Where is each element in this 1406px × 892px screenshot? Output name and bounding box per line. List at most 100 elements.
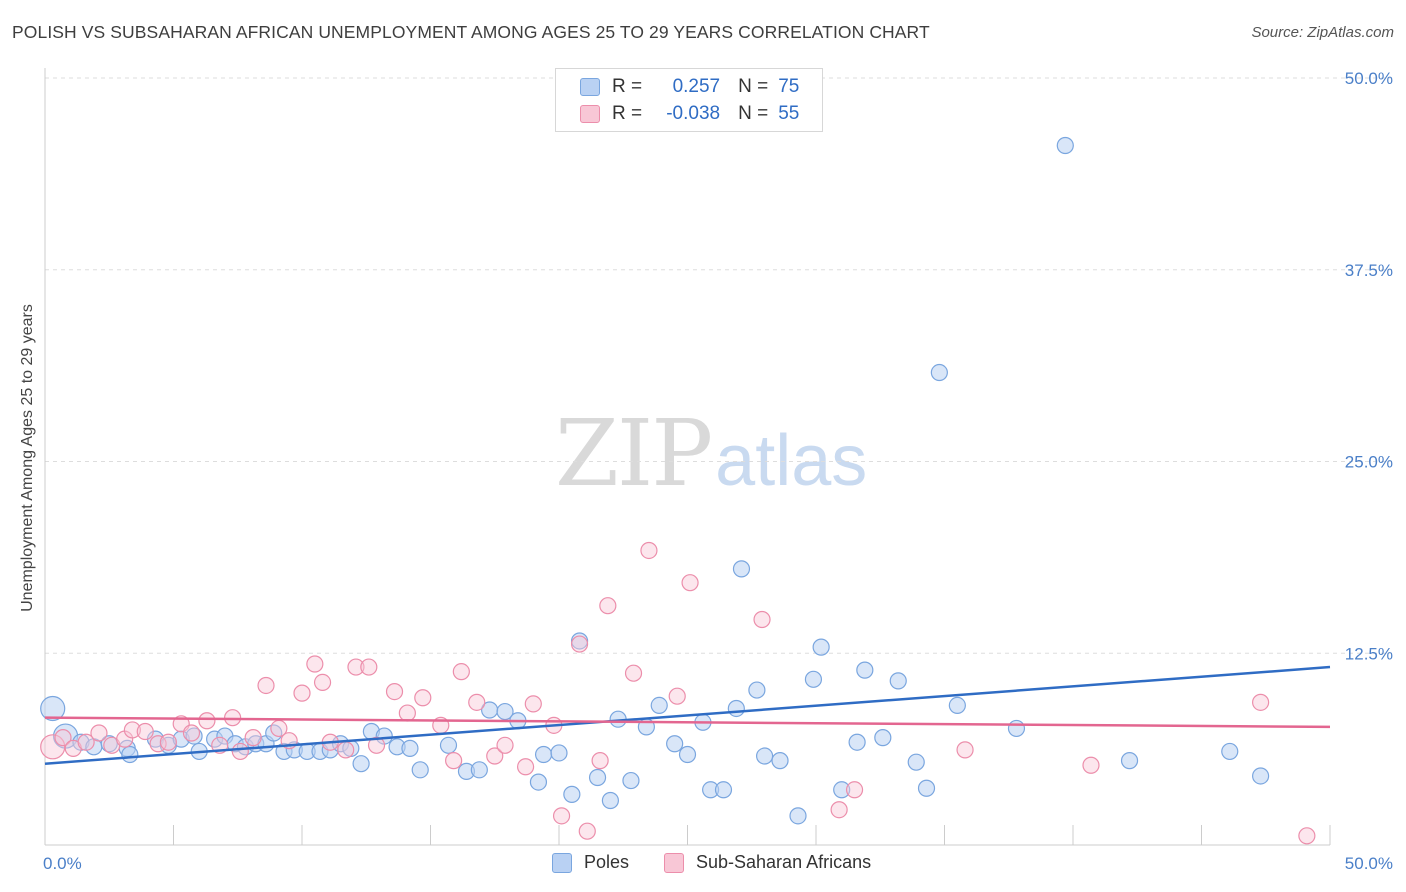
series-legend: Poles Sub-Saharan Africans [0,852,1406,876]
watermark-zip: ZIP [555,400,713,507]
poles-point [40,695,66,722]
poles-point [1056,136,1074,155]
ssa-point [385,682,404,701]
poles-point [748,681,766,699]
y-tick-label: 25.0% [1345,453,1393,472]
poles-point [563,785,581,803]
ssa-point [257,676,275,695]
x-tick-label: 0.0% [43,854,82,873]
ssa-point [367,736,386,754]
ssa-point [830,801,848,819]
legend-r-label: R = [612,103,643,124]
x-tick-label: 50.0% [1345,854,1393,873]
ssa-point [668,687,686,705]
ssa-point [159,733,177,751]
legend-item-poles: Poles [552,852,629,873]
poles-trend-line [44,665,1331,765]
legend-swatch-ssa [580,105,600,123]
legend-n-label: N = [738,103,769,124]
ssa-point [244,729,262,747]
poles-point [833,781,851,799]
trend-lines [44,665,1331,765]
ssa-point [398,704,416,722]
ssa-point [224,709,242,727]
poles-point [1120,752,1139,770]
poles-point [601,791,620,810]
poles-point [411,761,429,779]
poles-point [848,733,866,751]
poles-point [1252,767,1270,785]
poles-point [588,768,607,787]
ssa-point [40,734,66,760]
poles-point [714,781,733,799]
ssa-point [452,663,470,681]
ssa-point [591,752,609,770]
poles-point [1007,719,1026,738]
legend-r-value: 0.257 [672,76,721,97]
poles-point [930,363,948,382]
ssa-trend-line [44,716,1331,729]
chart-title: POLISH VS SUBSAHARAN AFRICAN UNEMPLOYMEN… [12,22,930,42]
legend-label-ssa: Sub-Saharan Africans [696,852,872,872]
poles-point [550,744,568,762]
legend-swatch-ssa [664,852,684,873]
ssa-point [956,741,974,759]
poles-point [856,661,874,679]
ssa-point [414,689,432,707]
poles-point [874,729,892,747]
poles-point [352,755,370,773]
ssa-point [306,655,324,673]
poles-point [889,672,907,690]
y-tick-label: 12.5% [1345,644,1393,663]
ssa-point [337,741,355,759]
ssa-point [578,822,596,840]
ssa-point [136,722,154,741]
poles-point [732,560,751,578]
ssa-point [570,635,589,653]
ssa-point [1298,827,1316,845]
ssa-point [445,752,463,770]
ssa-point [347,658,365,676]
poles-point [534,745,553,764]
poles-point [185,727,203,745]
ssa-point [516,758,535,776]
poles-points [40,136,1270,825]
poles-point [529,773,548,791]
ssa-point [753,610,771,629]
legend-label-poles: Poles [584,852,630,872]
poles-point [470,761,488,779]
poles-point [666,735,684,753]
ssa-point [90,724,108,742]
poles-point [439,736,458,754]
ssa-points [40,541,1316,845]
ssa-point [624,664,643,682]
poles-point [1221,742,1239,761]
y-tick-label: 37.5% [1345,261,1393,280]
watermark: ZIPatlas [555,400,867,507]
ssa-point [845,781,864,799]
ssa-point [640,541,658,560]
poles-point [812,638,830,656]
ssa-point [468,693,486,711]
ssa-point [1082,756,1100,774]
ssa-point [198,712,216,730]
poles-point [771,752,789,770]
ssa-point [77,733,95,751]
poles-point [265,724,283,742]
ssa-point [486,747,504,765]
legend-n-value: 75 [778,76,800,97]
legend-swatch-poles [580,78,600,96]
poles-point [650,696,668,715]
ssa-point [599,597,617,615]
poles-point [755,747,774,765]
legend-item-ssa: Sub-Saharan Africans [664,852,871,873]
legend-n-label: N = [738,76,769,97]
poles-point [917,779,936,797]
tick-labels: 12.5% 25.0% 37.5% 50.0% 0.0% 50.0% [43,69,1393,873]
ssa-point [552,807,571,825]
ssa-point [182,724,201,742]
ssa-point [231,742,249,761]
ssa-point [524,695,542,713]
legend-r-value: -0.038 [666,103,721,124]
